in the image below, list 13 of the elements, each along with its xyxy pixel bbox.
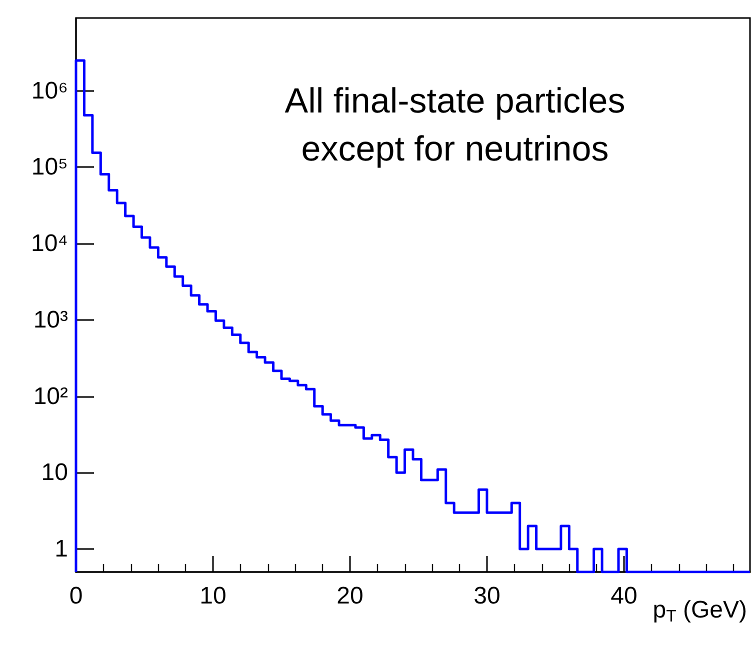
y-tick-label: 10²	[33, 382, 68, 410]
y-tick-label: 1	[54, 536, 68, 563]
text: All final-state particles except for neutrinos	[284, 82, 626, 168]
y-tick-label: 10⁴	[30, 230, 68, 258]
y-tick-label: 10⁶	[31, 77, 68, 104]
y-tick-label: 10⁵	[31, 154, 68, 181]
x-tick-label: 10	[200, 582, 226, 610]
x-tick-label: 20	[336, 582, 364, 610]
x-tick-label: 40	[610, 582, 638, 610]
x-tick-label: 0	[69, 582, 83, 610]
x-tick-label: 30	[474, 582, 500, 610]
y-tick-label: 10³	[33, 306, 68, 334]
y-tick-label: 10	[41, 459, 68, 486]
